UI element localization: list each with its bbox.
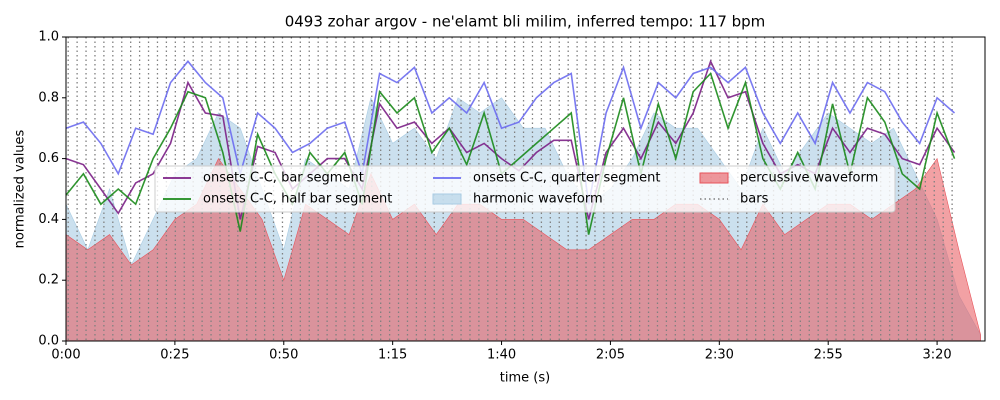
- legend-label: percussive waveform: [740, 171, 878, 186]
- series-line: [65, 60, 956, 205]
- x-tick-label: 1:40: [487, 348, 516, 363]
- legend-label: onsets C-C, quarter segment: [473, 171, 660, 186]
- x-tick-label: 0:25: [160, 348, 189, 363]
- legend-swatch: [432, 193, 462, 205]
- plot-area: [65, 37, 981, 342]
- x-tick-label: 3:20: [922, 348, 951, 363]
- legend: onsets C-C, bar segment onsets C-C, half …: [154, 165, 896, 213]
- x-tick-label: 0:50: [269, 348, 298, 363]
- y-tick-label: 0.8: [38, 90, 59, 105]
- x-axis-label: time (s): [500, 371, 550, 386]
- x-tick-label: 2:30: [705, 348, 734, 363]
- y-tick-label: 0.2: [38, 273, 59, 288]
- x-tick-label: 2:55: [814, 348, 843, 363]
- legend-label: harmonic waveform: [473, 192, 603, 207]
- legend-label: onsets C-C, bar segment: [203, 171, 364, 186]
- legend-swatch: [699, 172, 729, 184]
- x-tick-label: 1:15: [378, 348, 407, 363]
- x-tick-label: 0:00: [51, 348, 80, 363]
- plot-frame: [65, 36, 986, 342]
- y-axis-label: normalized values: [13, 129, 28, 248]
- y-tick-label: 0.4: [38, 212, 59, 227]
- y-tick-label: 1.0: [38, 30, 59, 45]
- x-tick-label: 2:05: [596, 348, 625, 363]
- chart-title: 0493 zohar argov - ne'elamt bli milim, i…: [285, 13, 766, 31]
- y-tick-label: 0.6: [38, 151, 59, 166]
- y-tick-label: 0.0: [38, 334, 59, 349]
- legend-label: bars: [740, 192, 769, 207]
- legend-label: onsets C-C, half bar segment: [203, 192, 392, 207]
